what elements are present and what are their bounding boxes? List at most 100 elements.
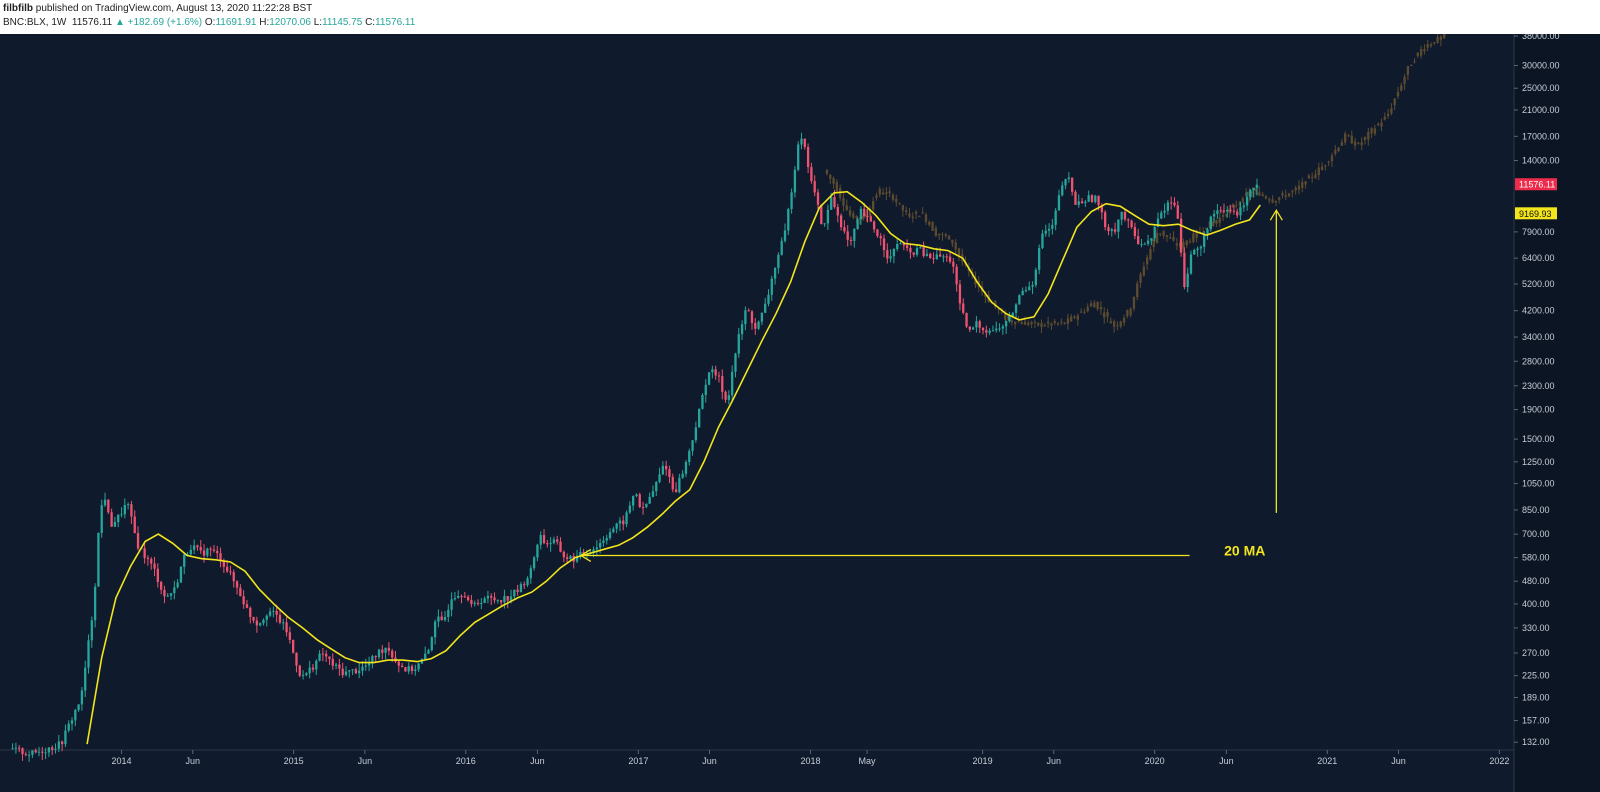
fractal-candle [951,239,954,244]
fractal-candle [1020,322,1023,325]
candle-up [655,481,658,492]
candle-up [31,750,34,755]
candle-up [407,666,410,672]
candle-down [556,539,559,542]
candle-up [169,593,173,596]
candle-up [1004,321,1008,327]
fractal-candle [895,198,898,203]
candle-up [509,596,513,601]
x-tick-label: 2014 [112,756,132,766]
candle-down [493,597,496,601]
candle-down [523,584,526,586]
fractal-candle [1159,233,1162,235]
candle-up [988,330,991,333]
candle-up [1051,224,1054,229]
fractal-candle [1013,321,1017,325]
y-tick-label: 5200.00 [1522,279,1555,289]
candle-up [1001,326,1005,329]
fractal-candle [1419,49,1423,56]
fractal-candle [1291,190,1294,193]
fractal-candle [1155,232,1159,244]
candle-up [770,278,773,295]
candle-down [1179,218,1183,253]
candle-up [800,138,803,145]
candle-down [869,216,872,222]
last-price-badge-bg [1515,178,1557,191]
fractal-candle [1126,309,1129,317]
fractal-candle [1261,194,1264,196]
fractal-candle [1311,176,1314,178]
fractal-candle [1245,192,1248,197]
candle-down [1074,191,1077,205]
fractal-candle [1017,321,1020,323]
y-tick-label: 3400.00 [1522,332,1555,342]
fractal-candle [842,197,845,206]
candle-up [896,244,899,249]
y-tick-label: 157.00 [1522,716,1550,726]
fractal-candle [931,222,934,231]
candle-down [51,747,54,750]
y-tick-label: 21000.00 [1522,105,1560,115]
candle-down [292,639,295,653]
candle-up [348,670,351,672]
fractal-candle [868,208,872,216]
candle-up [707,372,711,385]
fractal-candle [1073,316,1076,318]
candle-down [275,610,278,615]
candle-up [575,555,579,562]
candle-up [797,144,800,170]
candle-down [810,167,813,182]
candle-up [549,543,552,545]
candle-up [773,268,777,279]
candle-down [341,668,344,676]
x-tick-label: Jun [530,756,545,766]
candle-up [698,408,701,428]
candle-down [955,266,958,285]
candle-down [1222,210,1226,212]
candle-down [813,181,816,193]
candle-up [826,209,830,224]
publish-line: filbfilb published on TradingView.com, A… [3,3,312,14]
candle-up [628,505,632,513]
candle-up [631,496,635,506]
candle-down [806,146,810,168]
moving-average-line [86,190,1261,745]
candle-down [981,327,985,331]
candle-up [262,619,265,624]
candle-down [34,750,37,753]
candle-down [328,656,331,660]
fractal-candle [1050,323,1053,326]
candle-up [77,704,80,710]
candle-down [922,247,925,256]
candle-up [453,598,457,600]
author-name[interactable]: filbfilb [3,3,33,14]
candle-down [674,489,678,493]
candle-up [1067,177,1071,180]
candle-up [480,602,483,604]
fractal-candle [1202,231,1205,234]
candle-down [470,600,473,604]
candle-down [912,252,915,255]
candle-down [565,557,569,559]
fractal-candle [908,213,911,217]
candle-up [1084,201,1087,204]
candle-down [839,215,843,228]
candle-down [107,499,110,513]
candle-down [21,748,24,755]
fractal-candle [1416,52,1419,56]
price-chart[interactable]: 38000.00 30000.00 25000.00 21000.00 17000.00… [0,34,1600,792]
candle-down [1080,201,1084,204]
fractal-candle [1211,221,1215,227]
candle-up [942,256,945,258]
symbol-label[interactable]: BNC:BLX, 1W [3,17,67,28]
fractal-candle [1254,188,1258,191]
fractal-candle [1063,322,1066,324]
candle-up [529,568,532,579]
candle-up [308,667,311,674]
candle-down [665,465,668,470]
fractal-candle [924,214,928,222]
candle-up [790,192,793,210]
price-candles [11,132,1259,762]
fractal-candle [1317,167,1320,176]
candle-up [1018,295,1021,305]
